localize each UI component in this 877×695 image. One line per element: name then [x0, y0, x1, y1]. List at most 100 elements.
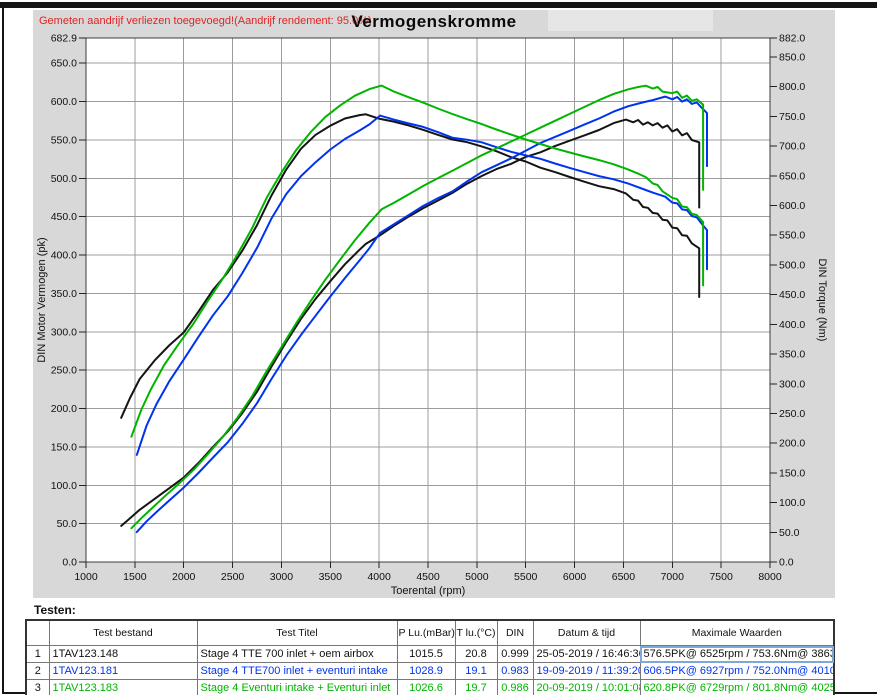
y-left-tick-label: 350.0 [51, 288, 77, 300]
y-right-tick-label: 350.0 [779, 349, 805, 361]
test-row-2-cell-3[interactable]: 1028.9 [396, 662, 456, 680]
y-left-tick-label: 400.0 [51, 250, 77, 262]
test-row-3-cell-1[interactable]: 1TAV123.183 [48, 679, 198, 695]
test-row-2-cell-0[interactable]: 2 [25, 662, 50, 680]
test-row-1-cell-7[interactable]: 576.5PK@ 6525rpm / 753.6Nm@ 3863rpm [639, 645, 835, 663]
test-row-3-cell-5[interactable]: 0.986 [496, 679, 534, 695]
y-right-tick-label: 550.0 [779, 230, 805, 242]
axis-ticks [79, 37, 777, 568]
x-tick-label: 6000 [563, 571, 587, 583]
y-right-tick-label: 50.0 [779, 527, 800, 539]
y-right-tick-label: 300.0 [779, 378, 805, 390]
legend-placeholder [548, 10, 713, 31]
y-left-tick-label: 682.9 [51, 33, 77, 45]
axis-tick-labels: 682.9 650.0 600.0 550.0 500.0 450.0 400.0 350.0… [51, 33, 806, 584]
col-header-test-bestand: Test bestand [48, 619, 198, 646]
y-left-tick-label: 250.0 [51, 365, 77, 377]
power-curve-run2 [135, 95, 708, 534]
y-right-tick-label: 400.0 [779, 319, 805, 331]
y-left-tick-label: 50.0 [57, 518, 78, 530]
tests-table: Test bestand Test Titel P Lu.(mBar) T lu.(°… [25, 619, 835, 695]
test-row-1-cell-6[interactable]: 25-05-2019 / 16:46:36 [532, 645, 641, 663]
test-row-2-cell-5[interactable]: 0.983 [496, 662, 534, 680]
y-right-tick-label: 850.0 [779, 52, 805, 64]
y-right-tick-label: 600.0 [779, 200, 805, 212]
test-row-3-cell-7[interactable]: 620.8PK@ 6729rpm / 801.8Nm@ 4025rpm [639, 679, 835, 695]
x-tick-label: 8000 [758, 571, 782, 583]
x-tick-label: 3000 [270, 571, 294, 583]
test-row-1-cell-4[interactable]: 20.8 [454, 645, 498, 663]
tests-section-label: Testen: [34, 603, 76, 617]
y-left-tick-label: 150.0 [51, 441, 77, 453]
test-row-3-cell-0[interactable]: 3 [25, 679, 50, 695]
test-row-3-cell-3[interactable]: 1026.6 [396, 679, 456, 695]
y-left-tick-label: 300.0 [51, 326, 77, 338]
y-right-tick-label: 250.0 [779, 408, 805, 420]
tests-table-body: 1 1TAV123.148 Stage 4 TTE 700 inlet + oem … [25, 645, 835, 695]
x-tick-label: 7500 [709, 571, 733, 583]
x-tick-label: 3500 [319, 571, 343, 583]
test-row-3-cell-4[interactable]: 19.7 [454, 679, 498, 695]
y-left-axis-title: DIN Motor Vermogen (pk) [36, 237, 48, 362]
x-tick-label: 4000 [367, 571, 391, 583]
test-row-2[interactable]: 2 1TAV123.181 Stage 4 TTE700 inlet + event… [25, 662, 835, 680]
test-row-2-cell-7[interactable]: 606.5PK@ 6927rpm / 752.0Nm@ 4010rpm [639, 662, 835, 680]
chart-title: Vermogenskromme [351, 12, 517, 31]
y-right-axis-title: DIN Torque (Nm) [816, 259, 828, 342]
y-left-tick-label: 450.0 [51, 211, 77, 223]
x-tick-label: 5500 [514, 571, 538, 583]
x-tick-label: 4500 [416, 571, 440, 583]
col-header-rownum [25, 619, 50, 646]
test-row-1[interactable]: 1 1TAV123.148 Stage 4 TTE 700 inlet + oem … [25, 645, 835, 663]
test-row-1-cell-0[interactable]: 1 [25, 645, 50, 663]
col-header-t-lu-c-: T lu.(°C) [454, 619, 498, 646]
dyno-power-torque-chart: 682.9 650.0 600.0 550.0 500.0 450.0 400.0 350.0… [36, 33, 828, 598]
y-left-tick-label: 100.0 [51, 480, 77, 492]
test-row-1-cell-1[interactable]: 1TAV123.148 [48, 645, 198, 663]
col-header-din: DIN [496, 619, 534, 646]
test-row-3-cell-6[interactable]: 20-09-2019 / 10:01:08 [532, 679, 641, 695]
test-row-2-cell-1[interactable]: 1TAV123.181 [48, 662, 198, 680]
grid [86, 38, 770, 562]
window-top-border [0, 2, 877, 8]
window-left-border [2, 8, 4, 692]
test-row-1-cell-3[interactable]: 1015.5 [396, 645, 456, 663]
test-row-2-cell-4[interactable]: 19.1 [454, 662, 498, 680]
y-left-tick-label: 650.0 [51, 58, 77, 70]
test-row-2-cell-2[interactable]: Stage 4 TTE700 inlet + eventuri intake [196, 662, 398, 680]
x-axis-title: Toerental (rpm) [391, 585, 466, 597]
y-right-tick-label: 882.0 [779, 33, 805, 45]
y-left-tick-label: 550.0 [51, 134, 77, 146]
test-row-1-cell-2[interactable]: Stage 4 TTE 700 inlet + oem airbox [196, 645, 398, 663]
y-right-tick-label: 200.0 [779, 438, 805, 450]
y-right-tick-label: 750.0 [779, 111, 805, 123]
col-header-datum-tijd: Datum & tijd [532, 619, 641, 646]
col-header-maximale-waarden: Maximale Waarden [639, 619, 835, 646]
curves [120, 84, 708, 534]
x-tick-label: 2500 [221, 571, 245, 583]
torque-curve-run1 [120, 113, 701, 419]
y-right-tick-label: 500.0 [779, 259, 805, 271]
y-left-tick-label: 200.0 [51, 403, 77, 415]
x-tick-label: 6500 [612, 571, 636, 583]
test-row-2-cell-6[interactable]: 19-09-2019 / 11:39:20 [532, 662, 641, 680]
torque-curve-run2 [135, 114, 708, 456]
test-row-1-cell-5[interactable]: 0.999 [496, 645, 534, 663]
test-row-3-cell-2[interactable]: Stage 4 Eventuri intake + Eventuri inlet [196, 679, 398, 695]
y-left-tick-label: 600.0 [51, 96, 77, 108]
y-left-tick-label: 0.0 [62, 557, 77, 569]
y-left-tick-label: 500.0 [51, 173, 77, 185]
x-tick-label: 7000 [661, 571, 685, 583]
y-right-tick-label: 0.0 [779, 557, 794, 569]
y-right-tick-label: 450.0 [779, 289, 805, 301]
col-header-p-lu-mbar-: P Lu.(mBar) [396, 619, 456, 646]
col-header-test-titel: Test Titel [196, 619, 398, 646]
y-right-tick-label: 700.0 [779, 141, 805, 153]
test-row-3[interactable]: 3 1TAV123.183 Stage 4 Eventuri intake + Ev… [25, 679, 835, 695]
power-curve-run3 [130, 84, 705, 530]
x-tick-label: 1500 [123, 571, 147, 583]
tests-table-header: Test bestand Test Titel P Lu.(mBar) T lu.(°… [25, 619, 835, 646]
x-tick-label: 2000 [172, 571, 196, 583]
chart-panel: Gemeten aandrijf verliezen toegevoegd!(A… [33, 10, 835, 598]
